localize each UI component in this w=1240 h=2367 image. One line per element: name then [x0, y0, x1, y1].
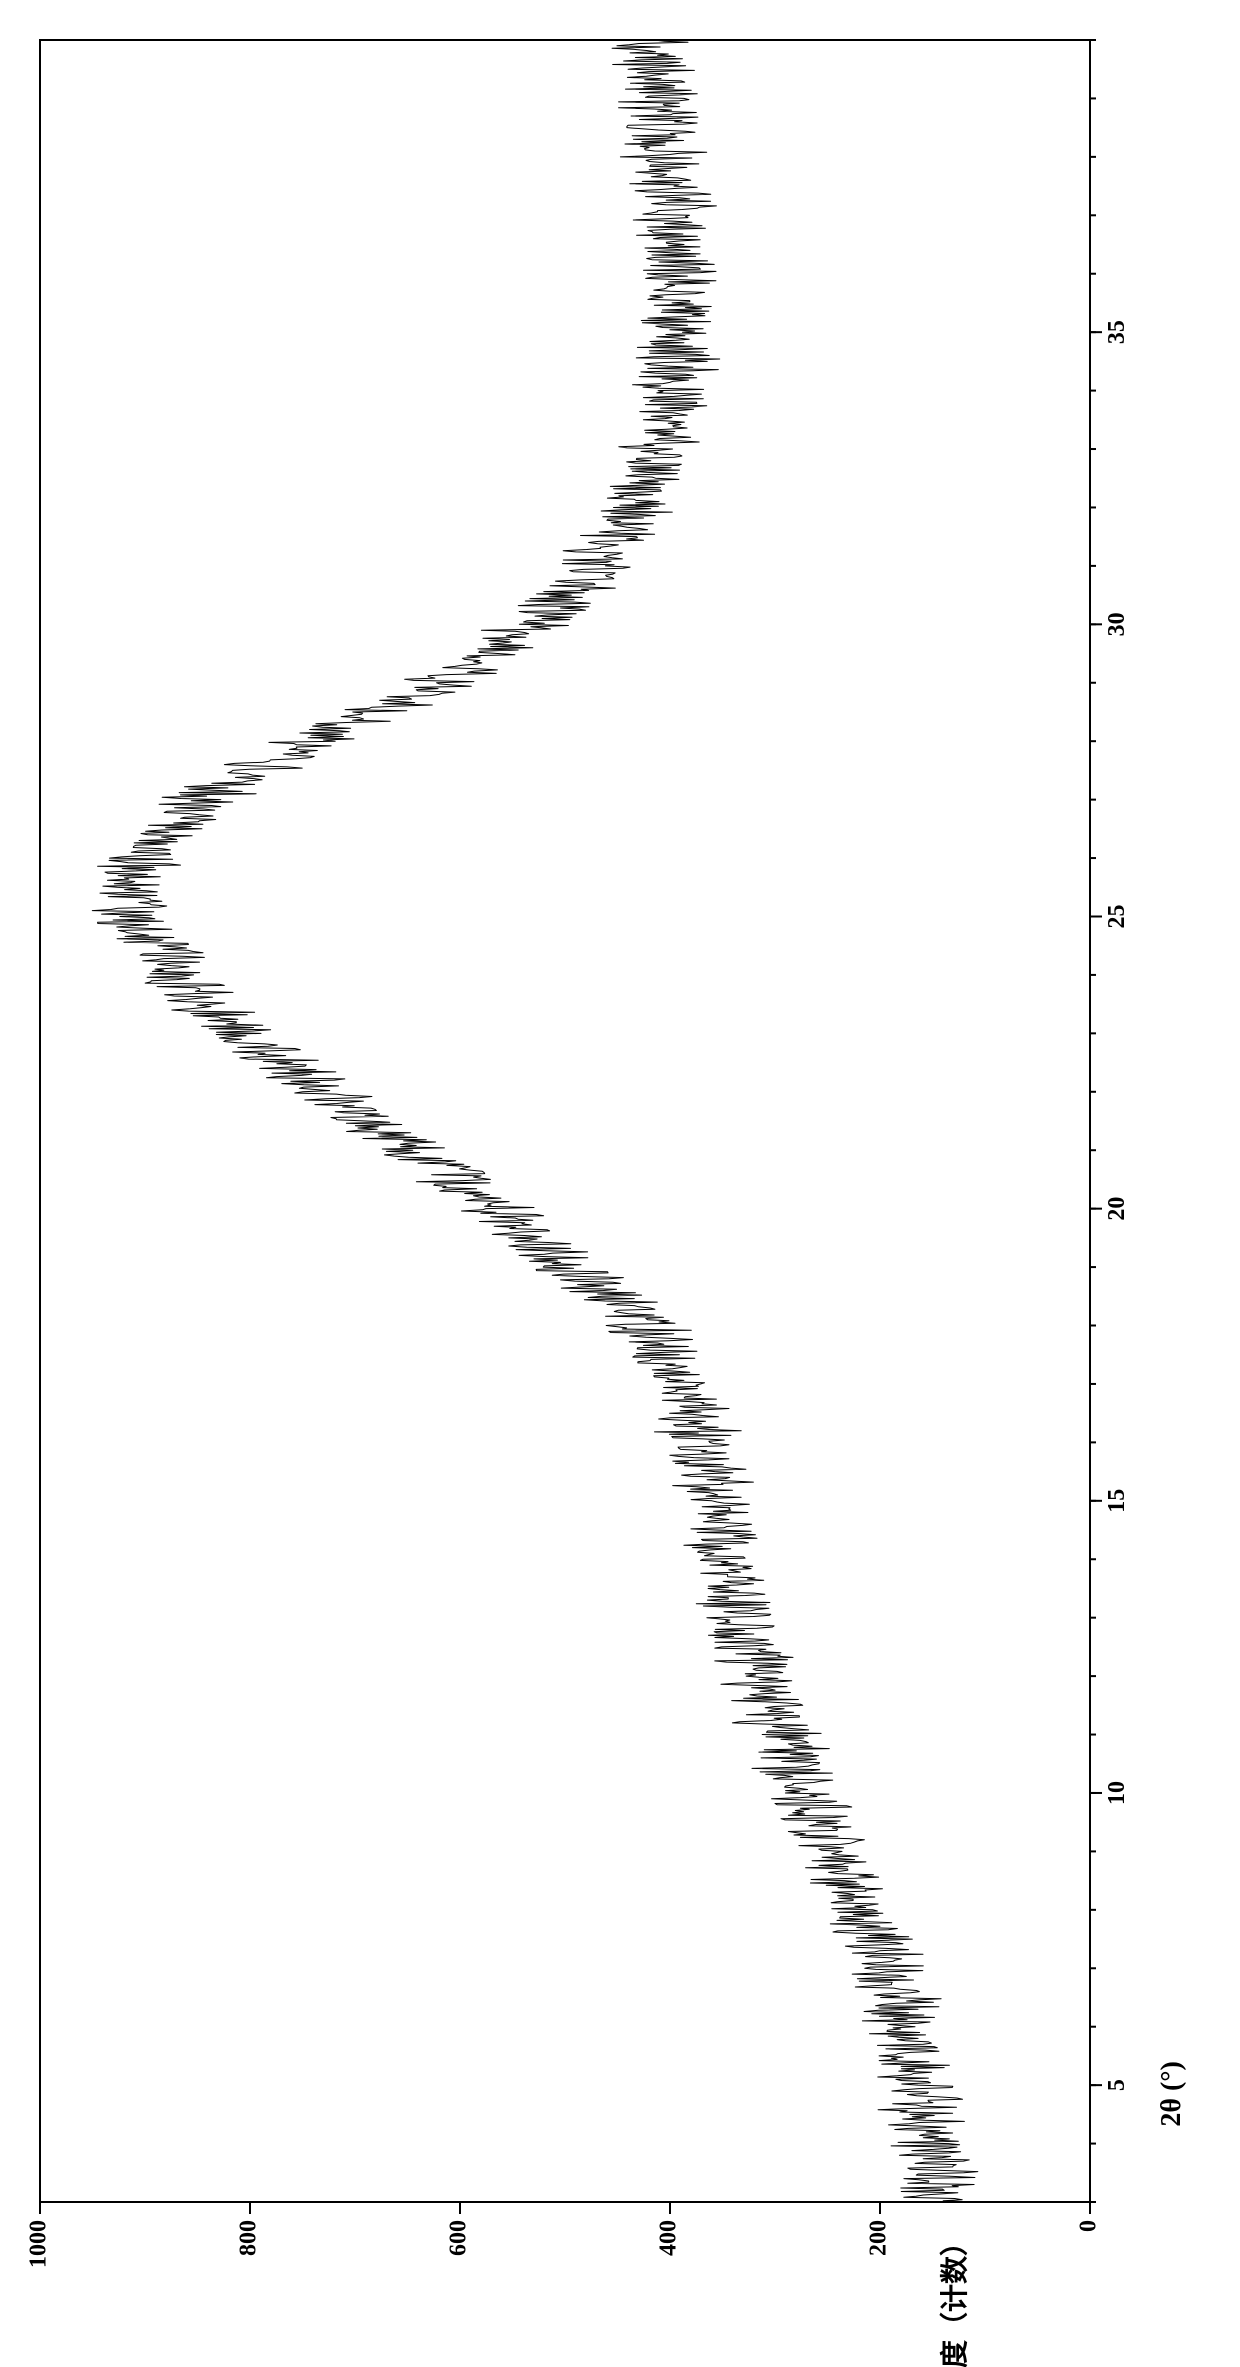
x-axis-label: 2θ (°): [1156, 2061, 1187, 2126]
svg-text:200: 200: [866, 2220, 892, 2256]
chart-svg: 5 10 15 20 25 30 35 0 200 400 600 800 1000 2θ (°) 强度（计…: [0, 0, 1240, 2367]
svg-text:30: 30: [1104, 612, 1130, 636]
svg-text:0: 0: [1076, 2220, 1102, 2232]
svg-text:1000: 1000: [26, 2220, 52, 2268]
svg-text:600: 600: [446, 2220, 472, 2256]
xrd-chart: 5 10 15 20 25 30 35 0 200 400 600 800 1000 2θ (°) 强度（计…: [0, 0, 1240, 2367]
svg-text:25: 25: [1104, 904, 1130, 928]
svg-text:400: 400: [656, 2220, 682, 2256]
svg-text:800: 800: [236, 2220, 262, 2256]
y-axis-label: 强度（计数）: [938, 2228, 971, 2367]
svg-text:10: 10: [1104, 1781, 1130, 1805]
svg-text:20: 20: [1104, 1197, 1130, 1221]
svg-text:15: 15: [1104, 1489, 1130, 1513]
svg-text:35: 35: [1104, 320, 1130, 344]
xrd-trace: [92, 40, 978, 2202]
svg-text:5: 5: [1104, 2079, 1130, 2091]
